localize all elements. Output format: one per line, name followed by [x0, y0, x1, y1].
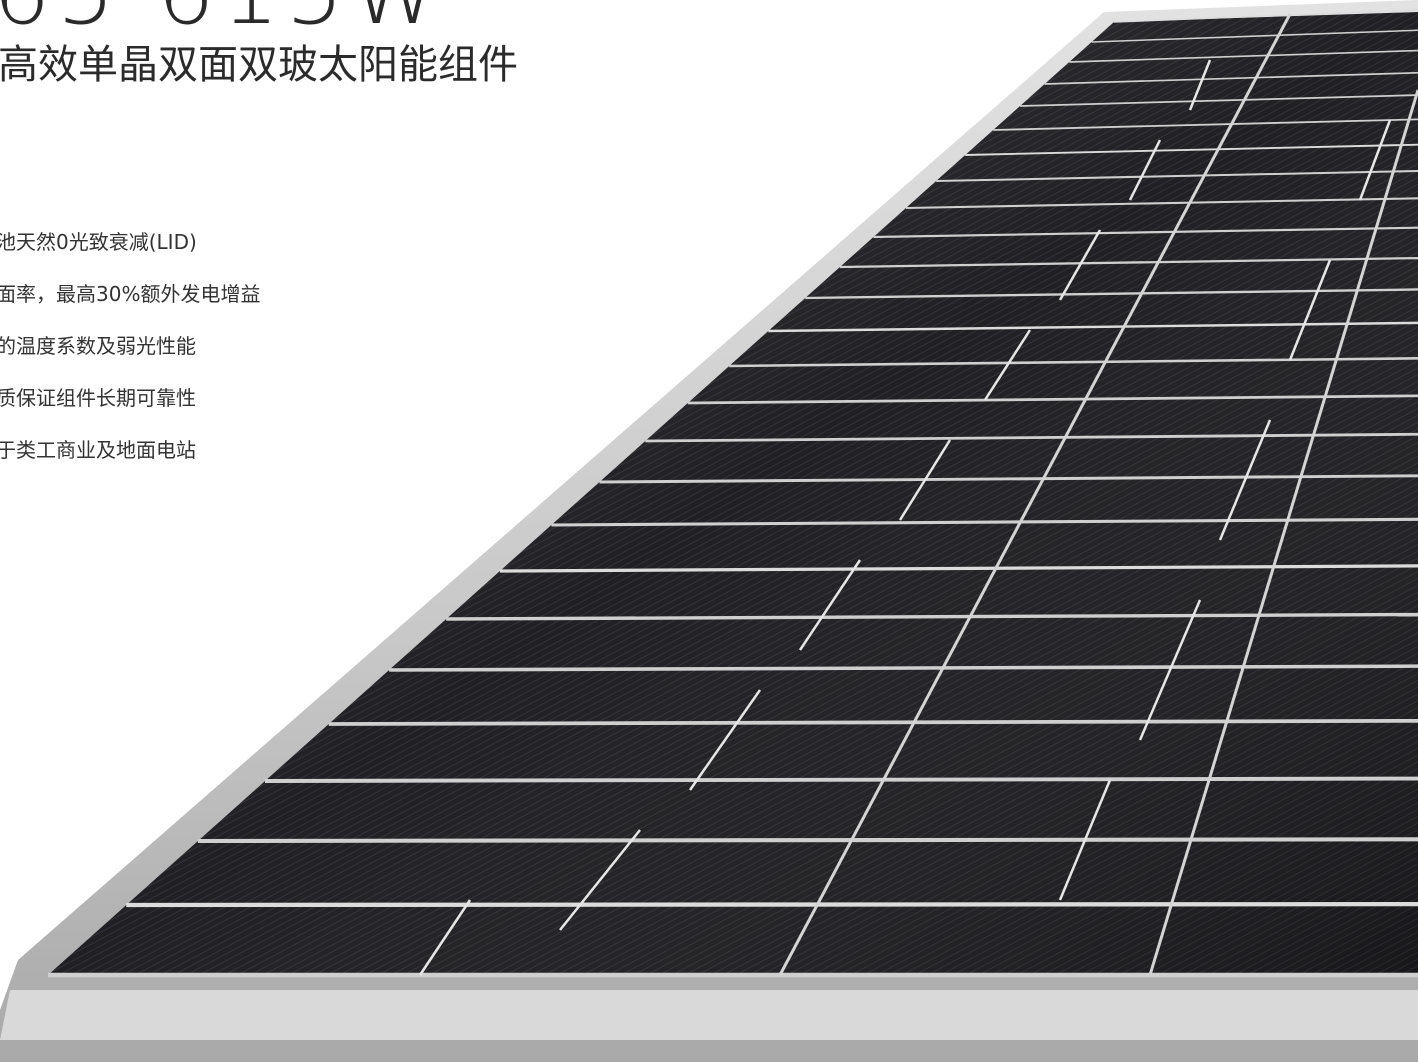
cell-row-line: [126, 901, 1418, 908]
cell-row-line: [264, 776, 1418, 783]
cell-row-line: [687, 394, 1418, 405]
cell-split-line: [1128, 139, 1162, 201]
cell-column-line: [778, 13, 1292, 976]
cell-row-line: [599, 474, 1418, 484]
feature-item: 质保证组件长期可靠性: [0, 386, 196, 410]
cell-row-separators: [48, 9, 1418, 978]
cell-split-line: [898, 439, 952, 521]
cell-row-line: [446, 612, 1418, 621]
cell-split-line: [1058, 229, 1102, 301]
cell-column-separators: [418, 13, 1418, 976]
cell-split-line: [1358, 119, 1392, 201]
cell-column-line: [1148, 89, 1418, 976]
feature-item: 于类工商业及地面电站: [0, 438, 196, 462]
cell-row-line: [729, 357, 1418, 368]
cell-split-line: [1058, 779, 1112, 901]
cell-row-line: [965, 143, 1418, 156]
cell-row-line: [389, 664, 1418, 672]
cell-row-line: [873, 226, 1418, 239]
feature-item: 面率，最高30%额外发电增益: [0, 282, 261, 306]
cell-split-line: [1218, 419, 1272, 541]
cell-split-line: [418, 899, 472, 976]
feature-item: 的温度系数及弱光性能: [0, 334, 196, 358]
product-headline: 65 615W: [0, 0, 447, 45]
cell-row-line: [936, 170, 1418, 183]
cell-split-line: [798, 559, 862, 651]
cell-row-line: [905, 197, 1418, 210]
cell-row-line: [551, 517, 1418, 527]
cell-row-line: [645, 432, 1418, 443]
cell-row-line: [805, 288, 1418, 300]
cell-row-line: [839, 256, 1418, 269]
feature-item: 池天然0光致衰减(LID): [0, 230, 197, 254]
panel-frame-edge: [0, 990, 1418, 1040]
cell-row-line: [328, 718, 1418, 726]
cell-row-line: [1020, 94, 1418, 107]
cell-split-line: [1138, 599, 1202, 741]
cell-split-line: [559, 829, 641, 931]
cell-row-line: [1113, 9, 1418, 23]
cell-row-line: [1069, 49, 1418, 63]
feature-list: 池天然0光致衰减(LID) 面率，最高30%额外发电增益 的温度系数及弱光性能 …: [0, 226, 260, 486]
cell-row-line: [1044, 71, 1418, 85]
cell-split-line: [1288, 259, 1332, 361]
cell-split-line: [1188, 59, 1212, 111]
cell-row-line: [499, 564, 1418, 573]
cell-row-line: [1091, 29, 1418, 43]
cell-split-line: [983, 329, 1032, 401]
cell-row-line: [993, 118, 1418, 131]
cell-split-line: [688, 689, 762, 791]
product-subtitle: 高效单晶双面双玻太阳能组件: [0, 42, 518, 88]
cell-row-line: [768, 321, 1418, 333]
cell-row-line: [197, 837, 1418, 844]
